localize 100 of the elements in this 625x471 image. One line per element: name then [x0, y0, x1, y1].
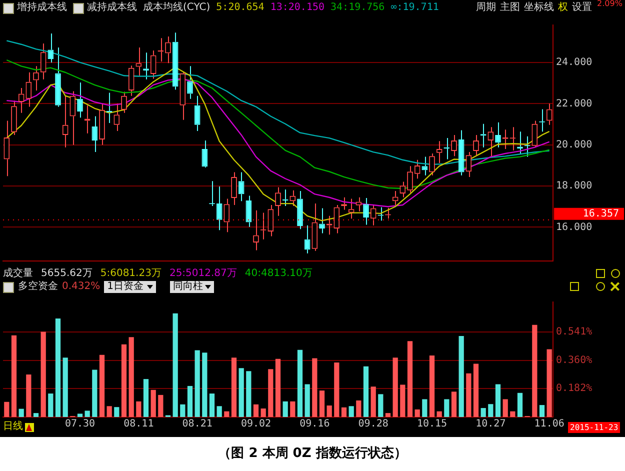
candlestick	[363, 197, 369, 226]
bar	[348, 406, 354, 417]
bar	[422, 399, 428, 417]
bar	[4, 402, 10, 417]
bar	[502, 399, 508, 417]
candlestick	[312, 203, 318, 252]
bar	[128, 337, 134, 417]
y-tick-label: 0.182%	[556, 382, 592, 394]
bar	[121, 344, 127, 417]
candlestick	[334, 204, 340, 234]
candlestick	[55, 46, 61, 108]
bar	[297, 350, 303, 417]
text: 权	[558, 2, 568, 14]
bar	[532, 324, 538, 417]
text: 2.09%	[597, 0, 622, 8]
bar	[429, 356, 435, 417]
bar	[224, 411, 230, 417]
bar	[451, 392, 457, 417]
bar	[209, 394, 215, 417]
candlestick	[84, 104, 90, 134]
bar	[172, 313, 178, 417]
x-tick-label: 10.15	[416, 418, 448, 430]
bar	[334, 362, 340, 417]
candlestick	[92, 116, 98, 153]
bar	[385, 413, 391, 417]
bar	[473, 364, 479, 417]
bar	[84, 410, 90, 417]
candlestick	[451, 134, 457, 157]
bar	[517, 392, 523, 417]
text: 主图	[500, 2, 520, 14]
ref-line-label: 16.357	[582, 208, 619, 220]
candlestick	[466, 152, 472, 178]
bar	[194, 350, 200, 417]
candlestick	[407, 166, 413, 194]
bar	[18, 408, 24, 417]
bar	[436, 411, 442, 417]
bar	[400, 384, 406, 417]
candlestick	[268, 204, 274, 237]
y-tick-label: 22.000	[556, 98, 592, 110]
y-tick-label: 0.360%	[556, 354, 592, 366]
candlestick	[282, 189, 288, 207]
candlestick	[48, 32, 54, 63]
text: 5:6081.23万	[100, 268, 162, 280]
bar	[370, 386, 376, 417]
candlestick	[304, 224, 310, 254]
bar	[136, 401, 142, 417]
bar	[150, 390, 156, 417]
text: 增持成本线	[17, 2, 67, 14]
bar	[539, 405, 545, 417]
candlestick	[70, 90, 76, 146]
text: （图 2 本周 0Z 指数运行状态）	[217, 446, 408, 462]
text: 成交量	[3, 268, 33, 280]
x-tick-label: 08.21	[182, 418, 212, 430]
bar	[363, 366, 369, 417]
bar	[99, 354, 105, 417]
candlestick	[150, 50, 156, 80]
y-tick-label: 24.000	[556, 57, 592, 68]
x-tick-label: 09.16	[300, 418, 330, 430]
candlestick	[40, 43, 46, 80]
bar	[268, 369, 274, 417]
candlestick	[422, 156, 428, 176]
candlestick	[297, 190, 303, 230]
candlestick	[114, 103, 120, 132]
text: ∞:19.711	[390, 2, 439, 14]
candlestick	[216, 186, 222, 231]
y-tick-label: 16.000	[556, 222, 592, 233]
candlestick	[231, 172, 237, 206]
x-tick-label: 09.02	[240, 418, 272, 430]
bar	[40, 332, 46, 417]
x-tick-label: 10.27	[476, 418, 506, 430]
text: 减持成本线	[87, 2, 137, 14]
candlestick	[194, 95, 200, 132]
bar	[290, 401, 296, 417]
candlestick	[158, 38, 164, 62]
bar	[55, 318, 61, 417]
bar	[356, 400, 362, 417]
bar	[458, 336, 464, 417]
text: 日线	[3, 421, 23, 433]
bar	[253, 404, 259, 417]
candlestick	[4, 120, 10, 177]
candlestick	[99, 103, 105, 146]
bar	[114, 407, 120, 417]
candlestick	[546, 103, 552, 126]
bar	[407, 341, 413, 417]
bar	[282, 401, 288, 417]
bar	[414, 409, 420, 417]
x-tick-label: 08.11	[124, 418, 154, 430]
bar	[312, 358, 318, 417]
bar	[62, 358, 68, 417]
bar	[495, 384, 501, 417]
candlestick	[319, 208, 325, 234]
bar	[187, 386, 193, 417]
bar	[11, 335, 17, 417]
x-tick-label: 11.06	[534, 418, 564, 430]
candlestick	[473, 134, 479, 156]
bar	[444, 399, 450, 417]
bar	[106, 406, 112, 417]
candlestick	[165, 36, 171, 64]
candlestick	[202, 140, 208, 168]
bar	[304, 384, 310, 417]
